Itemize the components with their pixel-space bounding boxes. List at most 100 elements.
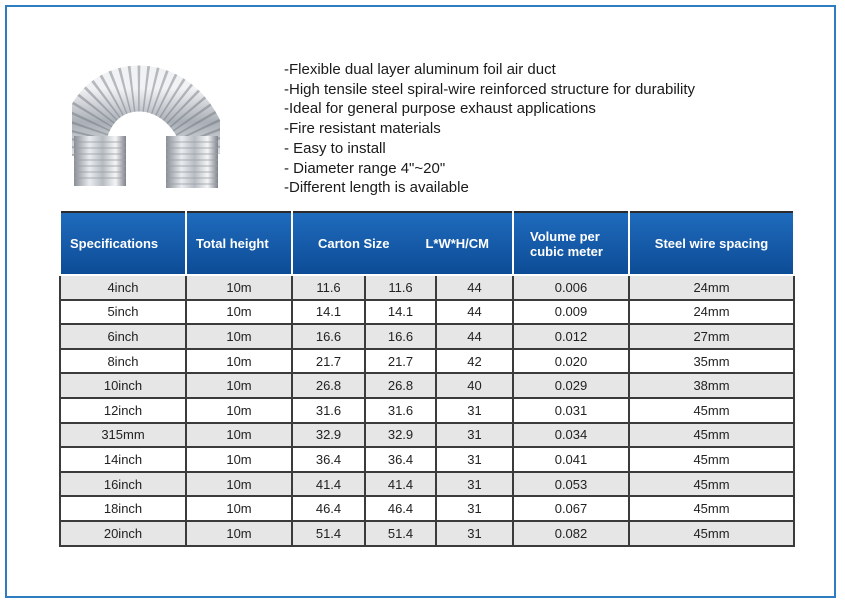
table-cell-l: 51.4 [291,519,366,547]
table-cell-l: 26.8 [291,372,366,399]
table-cell-spacing: 45mm [628,470,795,498]
table-cell-l: 36.4 [291,446,366,473]
table-body: 4inch 10m 11.6 11.6 44 0.006 24mm 5inch 10m 14.1 1… [59,274,795,547]
header-volume: Volume per cubic meter [512,212,630,276]
table-cell-spec: 20inch [59,519,187,547]
table-cell-spacing: 38mm [628,372,795,399]
table-cell-spec: 4inch [59,274,187,301]
table-cell-spec: 5inch [59,298,187,326]
table-cell-height: 10m [185,470,293,498]
table-cell-w: 16.6 [364,323,437,350]
table-row: 20inch 10m 51.4 51.4 31 0.082 45mm [59,519,795,547]
table-row: 4inch 10m 11.6 11.6 44 0.006 24mm [59,274,795,301]
table-cell-w: 14.1 [364,298,437,326]
header-carton-size: Carton Size L*W*H/CM [291,212,514,276]
header-carton-unit: L*W*H/CM [425,236,489,251]
feature-item: -High tensile steel spiral-wire reinforc… [284,80,695,98]
table-cell-w: 32.9 [364,421,437,449]
table-cell-volume: 0.012 [512,323,630,350]
table-row: 10inch 10m 26.8 26.8 40 0.029 38mm [59,372,795,399]
table-cell-w: 26.8 [364,372,437,399]
header-specifications: Specifications [59,212,187,276]
table-cell-volume: 0.082 [512,519,630,547]
table-cell-l: 31.6 [291,396,366,424]
table-cell-l: 46.4 [291,495,366,522]
table-cell-spacing: 24mm [628,274,795,301]
table-cell-height: 10m [185,396,293,424]
table-cell-l: 21.7 [291,347,366,375]
table-cell-volume: 0.029 [512,372,630,399]
table-cell-volume: 0.020 [512,347,630,375]
table-cell-volume: 0.067 [512,495,630,522]
table-row: 12inch 10m 31.6 31.6 31 0.031 45mm [59,396,795,424]
table-cell-spec: 16inch [59,470,187,498]
table-cell-h: 44 [435,274,514,301]
feature-list: -Flexible dual layer aluminum foil air d… [284,60,695,198]
table-header-row: Specifications Total height Carton Size … [59,212,795,276]
feature-item: - Diameter range 4"~20" [284,159,446,177]
feature-item: -Different length is available [284,179,469,197]
table-row: 14inch 10m 36.4 36.4 31 0.041 45mm [59,446,795,473]
table-row: 5inch 10m 14.1 14.1 44 0.009 24mm [59,298,795,326]
flexible-aluminum-duct-image [72,65,220,188]
table-cell-w: 11.6 [364,274,437,301]
table-cell-l: 41.4 [291,470,366,498]
table-row: 315mm 10m 32.9 32.9 31 0.034 45mm [59,421,795,449]
page-frame [5,5,836,598]
spec-table: Specifications Total height Carton Size … [59,211,795,547]
table-cell-spec: 10inch [59,372,187,399]
table-cell-spec: 6inch [59,323,187,350]
table-cell-l: 14.1 [291,298,366,326]
table-cell-height: 10m [185,495,293,522]
feature-item: -Ideal for general purpose exhaust appli… [284,100,596,118]
table-cell-height: 10m [185,519,293,547]
table-cell-height: 10m [185,298,293,326]
table-cell-height: 10m [185,372,293,399]
table-cell-spacing: 27mm [628,323,795,350]
table-cell-volume: 0.031 [512,396,630,424]
table-cell-spacing: 45mm [628,446,795,473]
table-cell-spec: 8inch [59,347,187,375]
table-cell-w: 36.4 [364,446,437,473]
table-row: 6inch 10m 16.6 16.6 44 0.012 27mm [59,323,795,350]
table-cell-spec: 14inch [59,446,187,473]
table-cell-spacing: 35mm [628,347,795,375]
table-cell-h: 31 [435,519,514,547]
table-cell-l: 32.9 [291,421,366,449]
table-cell-volume: 0.006 [512,274,630,301]
table-cell-h: 31 [435,495,514,522]
table-cell-height: 10m [185,323,293,350]
table-cell-height: 10m [185,274,293,301]
table-cell-height: 10m [185,421,293,449]
header-wire-spacing: Steel wire spacing [628,212,795,276]
table-cell-l: 16.6 [291,323,366,350]
table-cell-volume: 0.053 [512,470,630,498]
feature-item: -Fire resistant materials [284,120,441,138]
table-cell-spec: 18inch [59,495,187,522]
table-cell-height: 10m [185,347,293,375]
table-cell-spacing: 24mm [628,298,795,326]
table-cell-w: 21.7 [364,347,437,375]
table-cell-w: 46.4 [364,495,437,522]
feature-item: - Easy to install [284,139,386,157]
table-cell-l: 11.6 [291,274,366,301]
table-cell-spec: 12inch [59,396,187,424]
table-cell-volume: 0.034 [512,421,630,449]
table-row: 18inch 10m 46.4 46.4 31 0.067 45mm [59,495,795,522]
table-row: 8inch 10m 21.7 21.7 42 0.020 35mm [59,347,795,375]
table-cell-w: 31.6 [364,396,437,424]
table-cell-h: 31 [435,396,514,424]
table-cell-h: 31 [435,421,514,449]
table-cell-spacing: 45mm [628,495,795,522]
table-cell-h: 31 [435,470,514,498]
table-cell-w: 51.4 [364,519,437,547]
table-cell-h: 44 [435,298,514,326]
table-cell-volume: 0.009 [512,298,630,326]
table-cell-height: 10m [185,446,293,473]
feature-item: -Flexible dual layer aluminum foil air d… [284,61,556,78]
table-cell-volume: 0.041 [512,446,630,473]
table-cell-h: 42 [435,347,514,375]
table-cell-w: 41.4 [364,470,437,498]
table-row: 16inch 10m 41.4 41.4 31 0.053 45mm [59,470,795,498]
table-cell-h: 31 [435,446,514,473]
